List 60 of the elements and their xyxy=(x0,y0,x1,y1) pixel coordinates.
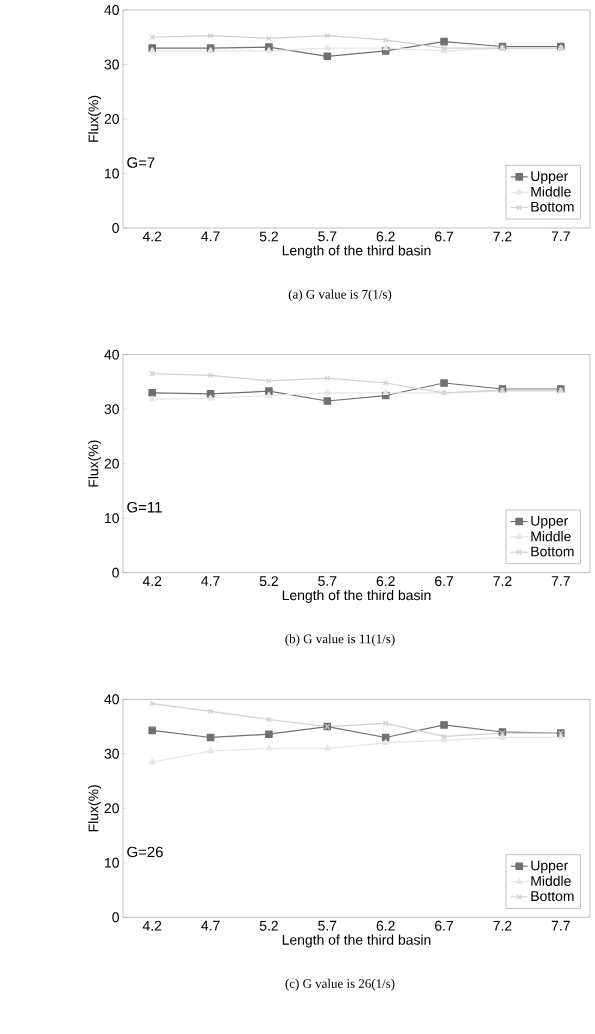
x-tick-label: 5.7 xyxy=(318,920,337,931)
x-tick-label: 7.7 xyxy=(551,231,570,242)
y-tick-label: 30 xyxy=(104,59,119,70)
text: (a) G value is 7(1/s) xyxy=(288,289,392,302)
annotation: G=7 xyxy=(127,157,155,168)
x-tick-label: 4.2 xyxy=(142,576,162,586)
x-tick-label: 4.7 xyxy=(201,920,220,931)
legend-label: Middle xyxy=(531,875,571,886)
y-tick-label: 30 xyxy=(104,748,119,759)
y-tick-label: 10 xyxy=(105,513,119,524)
x-tick-label: 7.2 xyxy=(493,231,512,242)
legend-label: Bottom xyxy=(531,891,574,902)
y-tick-label: 0 xyxy=(112,567,119,578)
legend-label: Middle xyxy=(531,186,571,197)
x-axis-title: Length of the third basin xyxy=(282,589,431,603)
y-tick-label: 20 xyxy=(104,803,119,814)
x-tick-label: 6.7 xyxy=(435,576,454,587)
legend-label: Upper xyxy=(531,516,569,529)
y-tick-label: 40 xyxy=(104,5,119,15)
x-tick-label: 6.2 xyxy=(376,576,395,587)
x-tick-label: 4.7 xyxy=(201,231,220,242)
y-tick-label: 20 xyxy=(104,458,119,469)
y-tick-label: 0 xyxy=(112,912,119,923)
y-axis-title: Flux(%) xyxy=(88,95,102,142)
y-tick-label: 40 xyxy=(104,694,119,705)
y-tick-label: 20 xyxy=(104,114,119,124)
x-tick-label: 5.7 xyxy=(318,576,337,586)
text: (b) G value is 11(1/s) xyxy=(285,634,395,646)
legend-label: Middle xyxy=(531,531,571,542)
y-axis-title: Flux(%) xyxy=(88,440,102,487)
x-tick-label: 5.2 xyxy=(259,920,278,931)
legend-label: Bottom xyxy=(531,201,574,212)
y-tick-label: 10 xyxy=(105,857,119,868)
x-tick-label: 7.2 xyxy=(493,576,512,586)
x-tick-label: 5.7 xyxy=(318,231,337,242)
legend-label: Upper xyxy=(531,171,569,184)
annotation: G=26 xyxy=(127,846,163,858)
x-tick-label: 4.7 xyxy=(201,576,220,586)
x-tick-label: 5.2 xyxy=(259,576,278,587)
x-tick-label: 6.7 xyxy=(435,920,454,931)
y-axis-title: Flux(%) xyxy=(88,785,102,832)
annotation: G=11 xyxy=(127,501,162,513)
legend-label: Bottom xyxy=(531,546,574,557)
x-tick-label: 7.7 xyxy=(551,576,570,586)
x-tick-label: 6.2 xyxy=(376,920,395,931)
x-tick-label: 7.7 xyxy=(551,920,570,931)
x-axis-title: Length of the third basin xyxy=(282,934,431,948)
x-tick-label: 6.2 xyxy=(376,231,395,242)
y-tick-label: 40 xyxy=(104,349,119,360)
x-tick-label: 4.2 xyxy=(142,920,162,931)
legend-label: Upper xyxy=(531,860,569,874)
x-tick-label: 4.2 xyxy=(142,231,162,242)
x-tick-label: 7.2 xyxy=(493,920,512,931)
y-tick-label: 30 xyxy=(104,404,119,415)
x-tick-label: 6.7 xyxy=(435,231,454,242)
text: (c) G value is 26(1/s) xyxy=(285,978,395,991)
x-tick-label: 5.2 xyxy=(259,231,278,242)
y-tick-label: 0 xyxy=(112,223,119,233)
x-axis-title: Length of the third basin xyxy=(282,245,431,259)
y-tick-label: 10 xyxy=(105,168,119,179)
